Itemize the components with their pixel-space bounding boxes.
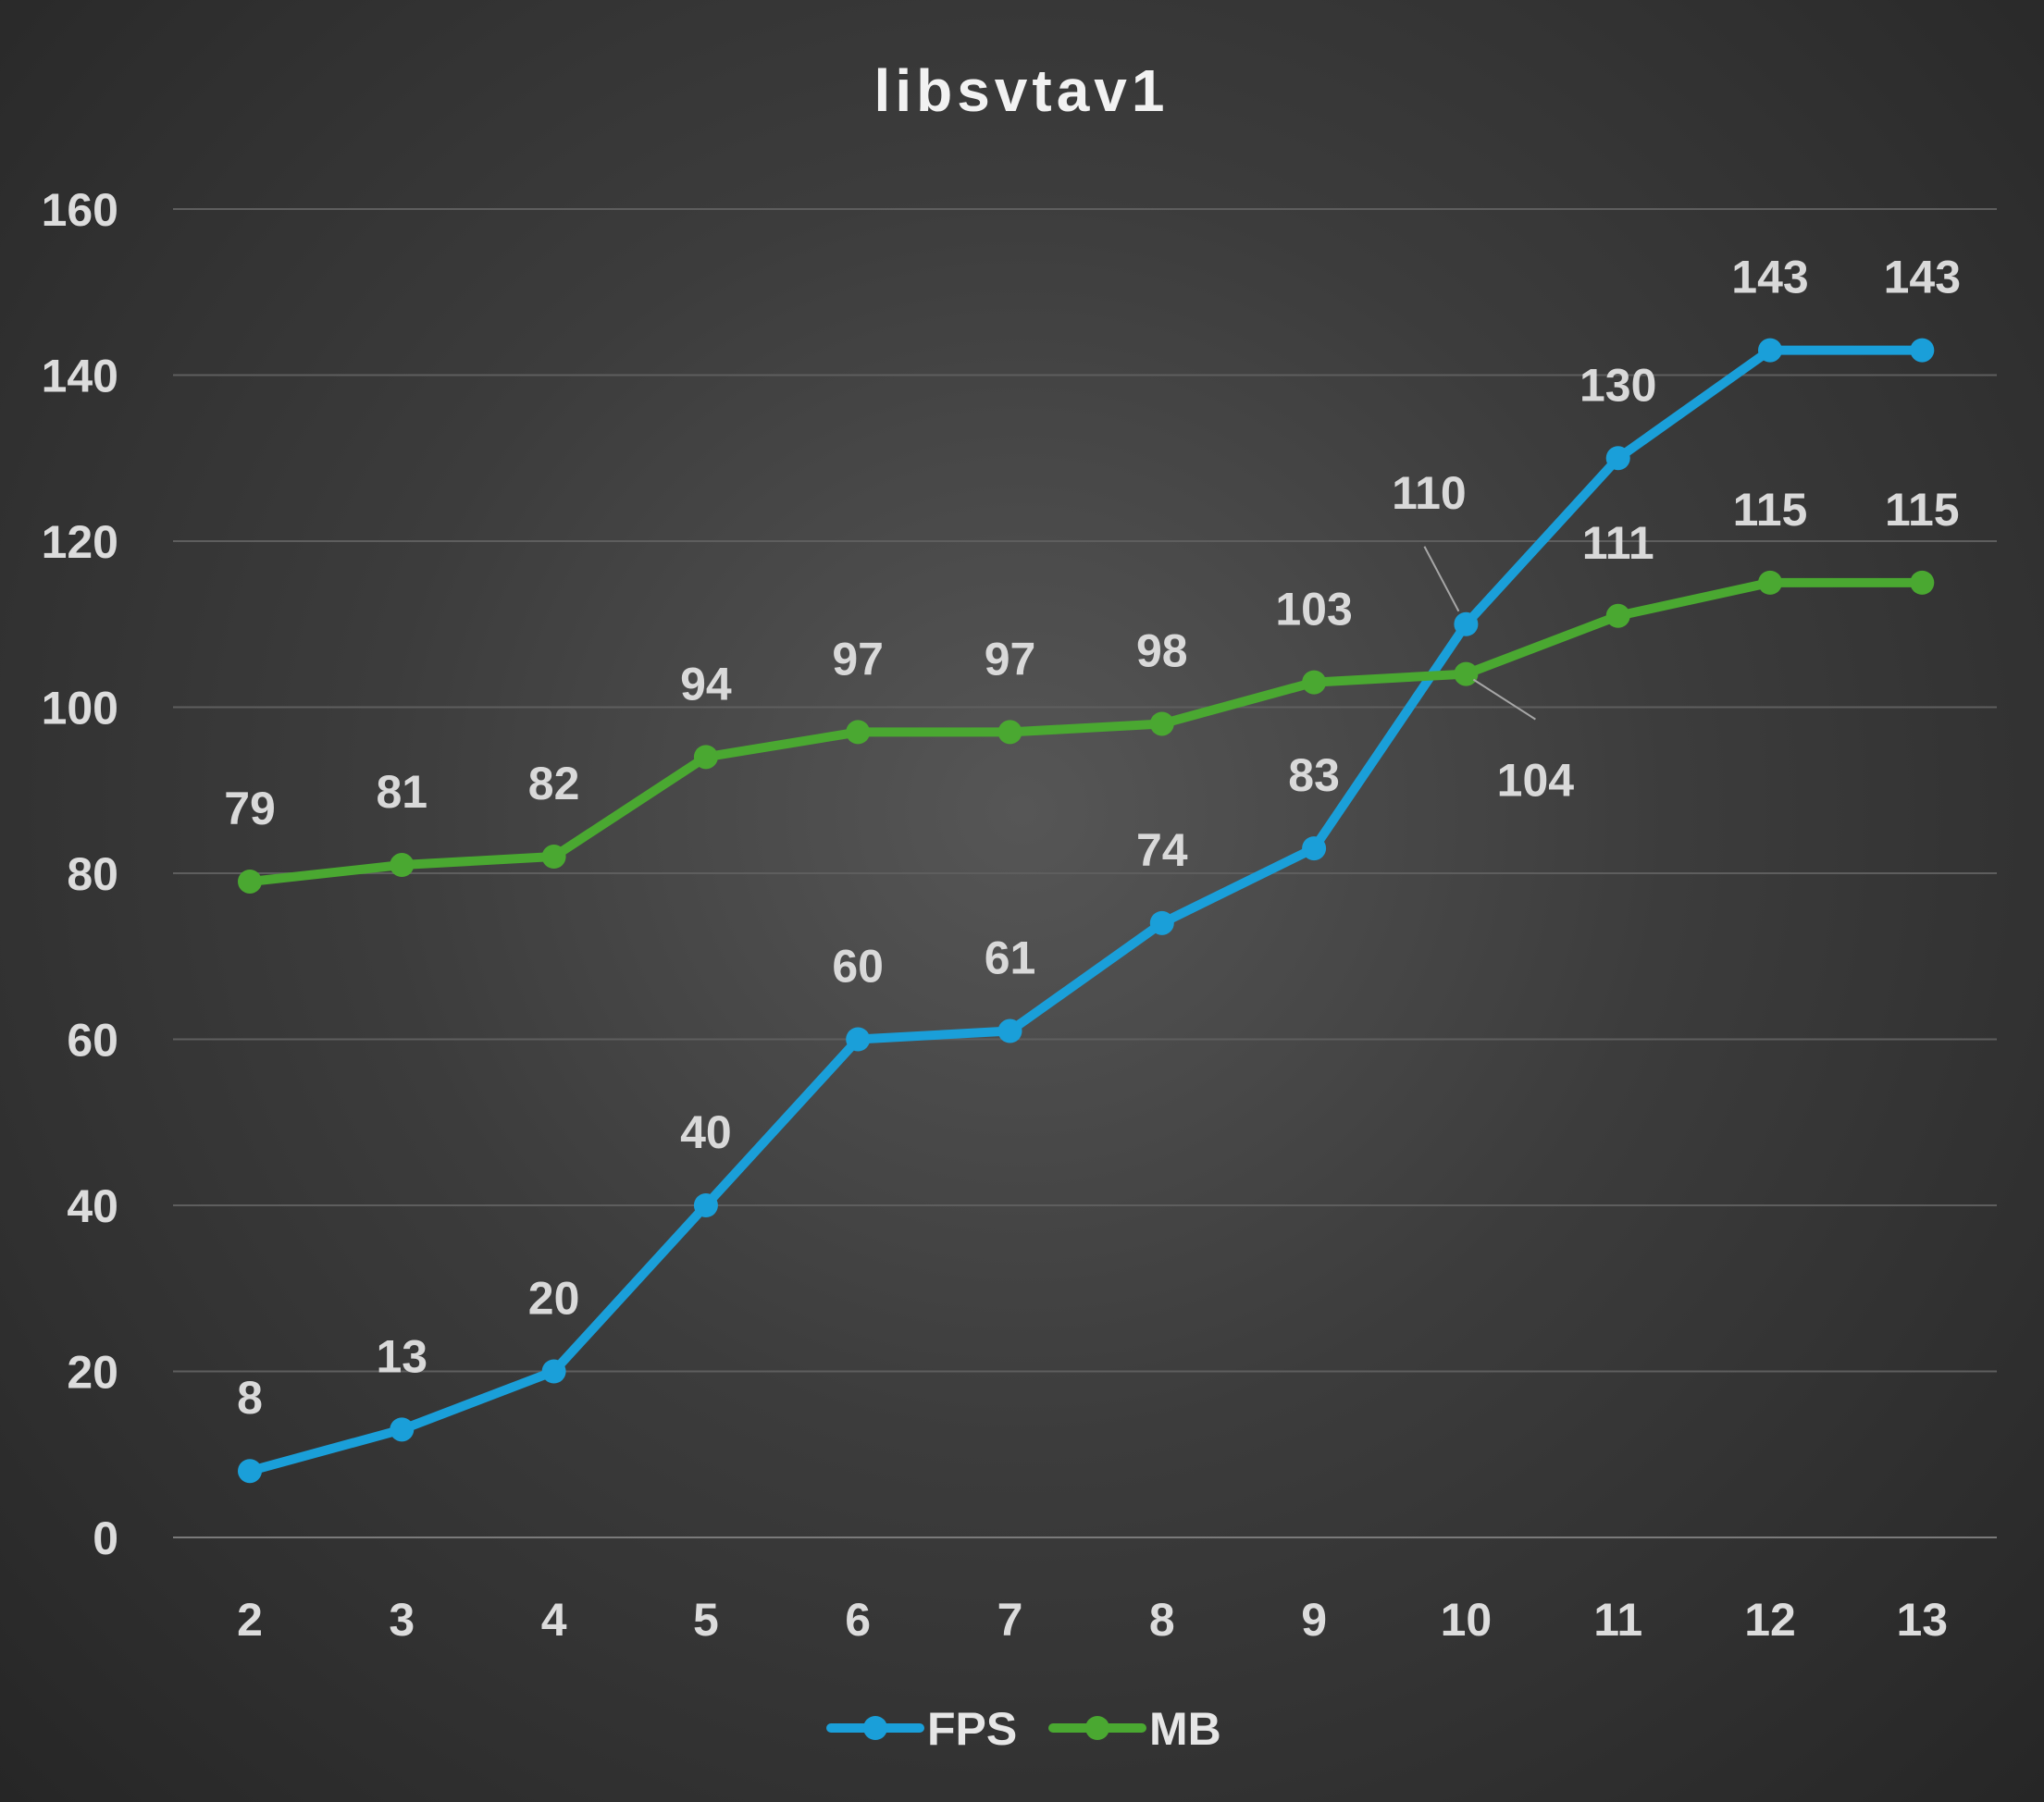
mb-data-label: 104 bbox=[1497, 755, 1575, 807]
mb-data-label: 97 bbox=[985, 633, 1036, 685]
fps-point bbox=[997, 1018, 1022, 1043]
fps-point bbox=[1910, 338, 1935, 363]
fps-label-leader bbox=[1423, 546, 1460, 612]
mb-data-label: 98 bbox=[1136, 624, 1188, 676]
y-tick-label: 0 bbox=[93, 1512, 118, 1564]
fps-point bbox=[693, 1193, 718, 1217]
y-tick-label: 140 bbox=[42, 351, 118, 402]
x-tick-label: 7 bbox=[997, 1594, 1023, 1646]
legend: FPS MB bbox=[826, 1703, 1221, 1755]
legend-fps-marker bbox=[863, 1716, 887, 1740]
fps-series-line bbox=[245, 345, 1927, 1476]
legend-mb-marker bbox=[1085, 1716, 1109, 1740]
y-axis: 0 20 40 60 80 100 120 140 160 bbox=[42, 184, 118, 1564]
fps-data-label: 60 bbox=[832, 941, 884, 993]
fps-data-label: 143 bbox=[1731, 252, 1808, 303]
mb-point bbox=[1605, 603, 1630, 628]
x-tick-label: 12 bbox=[1744, 1594, 1796, 1646]
fps-point bbox=[238, 1459, 262, 1484]
mb-point bbox=[1758, 570, 1782, 595]
fps-data-label: 143 bbox=[1884, 252, 1961, 303]
y-tick-label: 160 bbox=[42, 184, 118, 236]
x-tick-label: 4 bbox=[541, 1594, 567, 1646]
x-tick-label: 9 bbox=[1301, 1594, 1327, 1646]
fps-point bbox=[1149, 910, 1174, 935]
fps-data-label: 13 bbox=[376, 1330, 427, 1382]
y-tick-label: 100 bbox=[42, 683, 118, 734]
y-tick-label: 80 bbox=[67, 848, 118, 900]
fps-point bbox=[1302, 836, 1327, 861]
fps-data-label: 74 bbox=[1136, 824, 1188, 876]
x-tick-label: 8 bbox=[1149, 1594, 1175, 1646]
y-tick-label: 40 bbox=[67, 1180, 118, 1232]
x-tick-label: 13 bbox=[1896, 1594, 1948, 1646]
fps-point bbox=[390, 1417, 415, 1442]
fps-data-label: 110 bbox=[1392, 467, 1467, 519]
mb-point bbox=[997, 720, 1022, 745]
fps-data-label: 83 bbox=[1288, 749, 1340, 801]
mb-series-line bbox=[245, 577, 1927, 886]
mb-point bbox=[541, 845, 566, 870]
mb-data-label: 115 bbox=[1733, 484, 1808, 536]
series-layer bbox=[238, 338, 1935, 1484]
x-axis: 2 3 4 5 6 7 8 9 10 11 12 13 bbox=[237, 1594, 1948, 1646]
chart-title: libsvtav1 bbox=[874, 57, 1170, 124]
mb-point bbox=[238, 869, 262, 894]
x-tick-label: 2 bbox=[237, 1594, 263, 1646]
mb-point bbox=[1910, 570, 1935, 595]
mb-data-label: 94 bbox=[680, 658, 732, 710]
y-tick-label: 20 bbox=[67, 1347, 118, 1399]
mb-data-label: 81 bbox=[376, 766, 427, 818]
x-tick-label: 5 bbox=[693, 1594, 719, 1646]
fps-data-label: 61 bbox=[985, 932, 1036, 984]
gridlines bbox=[173, 208, 1997, 1538]
y-tick-label: 120 bbox=[42, 516, 118, 568]
mb-data-label: 115 bbox=[1885, 484, 1960, 536]
mb-data-label: 79 bbox=[224, 783, 276, 834]
x-tick-label: 6 bbox=[845, 1594, 871, 1646]
fps-point bbox=[541, 1359, 566, 1384]
fps-point bbox=[1758, 338, 1782, 363]
mb-point bbox=[693, 745, 718, 770]
legend-mb-label: MB bbox=[1149, 1703, 1221, 1755]
mb-point bbox=[1149, 711, 1174, 736]
x-tick-label: 10 bbox=[1441, 1594, 1493, 1646]
x-tick-label: 11 bbox=[1593, 1594, 1642, 1646]
data-labels: 8 13 20 40 60 61 74 83 110 130 143 143 79 81 82 94 97 97 9… bbox=[224, 252, 1961, 1425]
legend-fps-label: FPS bbox=[927, 1703, 1017, 1755]
fps-point bbox=[1454, 611, 1479, 636]
mb-point bbox=[1302, 670, 1327, 695]
fps-data-label: 130 bbox=[1579, 359, 1656, 411]
y-tick-label: 60 bbox=[67, 1015, 118, 1067]
mb-point bbox=[1454, 661, 1479, 686]
mb-data-label: 82 bbox=[528, 758, 580, 809]
fps-point bbox=[1605, 446, 1630, 471]
mb-data-label: 103 bbox=[1275, 584, 1352, 636]
mb-data-label: 111 bbox=[1582, 517, 1654, 569]
mb-data-label: 97 bbox=[832, 633, 884, 685]
mb-label-leader bbox=[1472, 678, 1536, 721]
mb-point bbox=[846, 720, 871, 745]
x-tick-label: 3 bbox=[389, 1594, 415, 1646]
fps-data-label: 20 bbox=[528, 1273, 580, 1325]
fps-data-label: 40 bbox=[680, 1106, 732, 1158]
fps-point bbox=[846, 1027, 871, 1052]
mb-point bbox=[390, 853, 415, 878]
fps-data-label: 8 bbox=[237, 1372, 263, 1424]
